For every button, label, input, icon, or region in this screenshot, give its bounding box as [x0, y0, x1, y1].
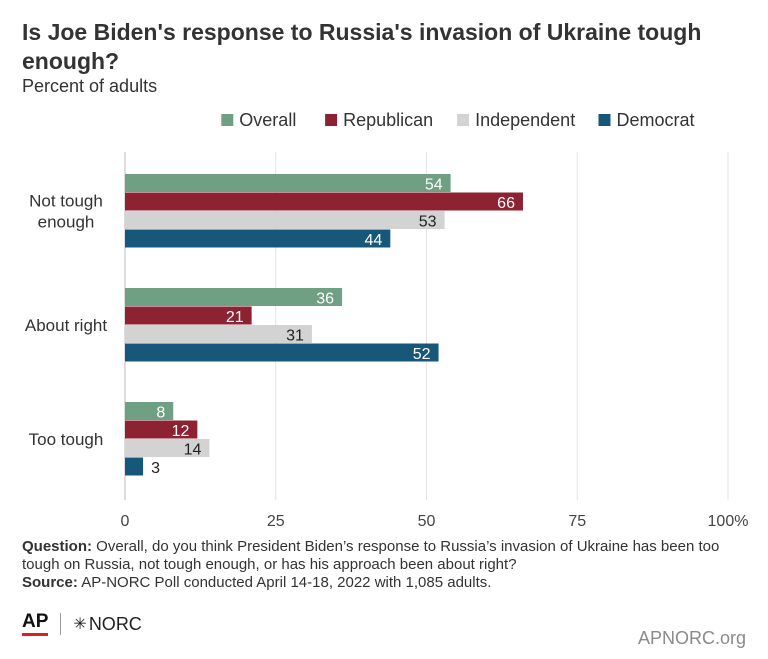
category-label: Too tough — [29, 430, 104, 449]
bar — [125, 439, 210, 457]
chart-subtitle: Percent of adults — [22, 76, 158, 96]
legend-label: Overall — [239, 110, 296, 130]
data-label: 12 — [172, 423, 190, 440]
chart-title: Is Joe Biden's response to Russia's inva… — [22, 19, 702, 74]
category-label: About right — [25, 316, 107, 335]
x-tick-label: 100% — [708, 513, 749, 530]
category-label: Not tough — [29, 192, 103, 211]
logos: AP ✳ NORC — [22, 612, 142, 636]
legend-swatch — [325, 114, 338, 126]
bar — [125, 343, 439, 362]
bar — [125, 211, 445, 229]
bar — [125, 288, 343, 306]
question-note: Question: Overall, do you think Presiden… — [22, 538, 752, 574]
x-tick-label: 75 — [568, 513, 586, 530]
source-note: Source: AP-NORC Poll conducted April 14-… — [22, 574, 752, 592]
question-label: Question: — [22, 538, 92, 555]
chart-notes: Question: Overall, do you think Presiden… — [22, 538, 752, 592]
x-tick-label: 25 — [267, 513, 285, 530]
site-link[interactable]: APNORC.org — [637, 628, 746, 648]
bar — [125, 457, 144, 476]
question-text: Overall, do you think President Biden’s … — [22, 538, 720, 573]
data-label: 52 — [413, 346, 431, 363]
norc-star-icon: ✳ — [73, 616, 87, 633]
legend-swatch — [221, 114, 234, 126]
norc-logo-text: NORC — [88, 613, 142, 634]
legend-label: Democrat — [617, 110, 695, 130]
bar — [125, 306, 252, 325]
legend-label: Republican — [343, 110, 433, 130]
category-label: enough — [38, 213, 95, 232]
bar — [125, 325, 312, 343]
data-label: 14 — [184, 441, 202, 458]
legend-swatch — [457, 114, 470, 126]
x-tick-label: 50 — [418, 513, 436, 530]
x-tick-label: 0 — [121, 513, 130, 530]
ap-logo: AP — [22, 612, 49, 636]
legend-label: Independent — [475, 110, 575, 130]
data-label: 21 — [226, 309, 244, 326]
data-label: 3 — [151, 460, 160, 477]
data-label: 8 — [156, 404, 165, 421]
bar — [125, 402, 174, 420]
bar — [125, 192, 523, 211]
data-label: 54 — [425, 176, 443, 193]
data-label: 44 — [365, 232, 383, 249]
data-label: 53 — [419, 213, 437, 230]
legend-swatch — [598, 114, 611, 126]
norc-logo: ✳ NORC — [73, 614, 141, 635]
bar — [125, 229, 391, 248]
bar — [125, 420, 198, 439]
data-label: 66 — [497, 195, 515, 212]
logo-divider — [60, 613, 62, 635]
data-label: 31 — [286, 327, 304, 344]
data-label: 36 — [316, 290, 334, 307]
source-label: Source: — [22, 574, 78, 591]
source-text: AP-NORC Poll conducted April 14-18, 2022… — [81, 574, 492, 591]
bar — [125, 174, 451, 192]
bar-chart: 0 25 50 75 100% Overall Republican Independent D… — [25, 110, 749, 530]
